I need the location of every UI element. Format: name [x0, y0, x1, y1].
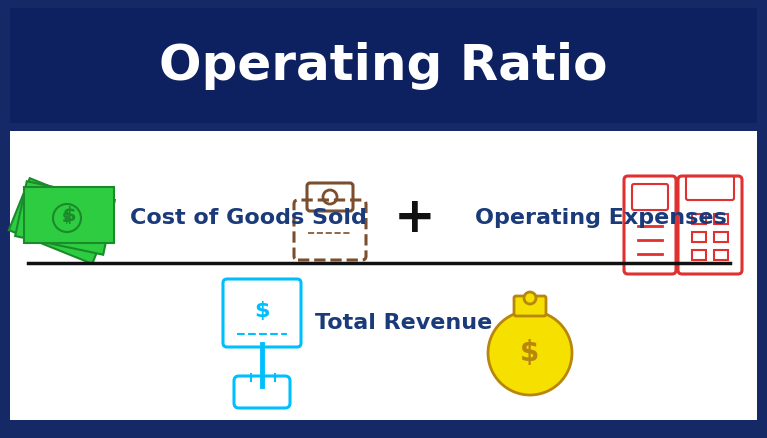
Circle shape	[488, 311, 572, 395]
Circle shape	[53, 204, 81, 232]
Text: +: +	[394, 194, 436, 242]
Circle shape	[524, 292, 536, 304]
Polygon shape	[8, 178, 114, 264]
Bar	[692, 232, 706, 242]
Text: $: $	[62, 205, 76, 225]
Bar	[10, 131, 757, 420]
Text: Operating Expenses: Operating Expenses	[475, 208, 727, 228]
Polygon shape	[15, 181, 115, 255]
Bar	[714, 250, 728, 260]
FancyBboxPatch shape	[514, 296, 546, 316]
Bar	[692, 214, 706, 224]
Text: $: $	[520, 339, 540, 367]
Text: Total Revenue: Total Revenue	[315, 313, 492, 333]
Text: $: $	[254, 301, 270, 321]
Text: $: $	[62, 211, 72, 225]
Bar	[692, 250, 706, 260]
Polygon shape	[24, 187, 114, 243]
Text: Operating Ratio: Operating Ratio	[159, 42, 607, 89]
Bar	[714, 214, 728, 224]
Bar	[10, 8, 757, 123]
Bar	[714, 232, 728, 242]
Text: Cost of Goods Sold: Cost of Goods Sold	[130, 208, 367, 228]
